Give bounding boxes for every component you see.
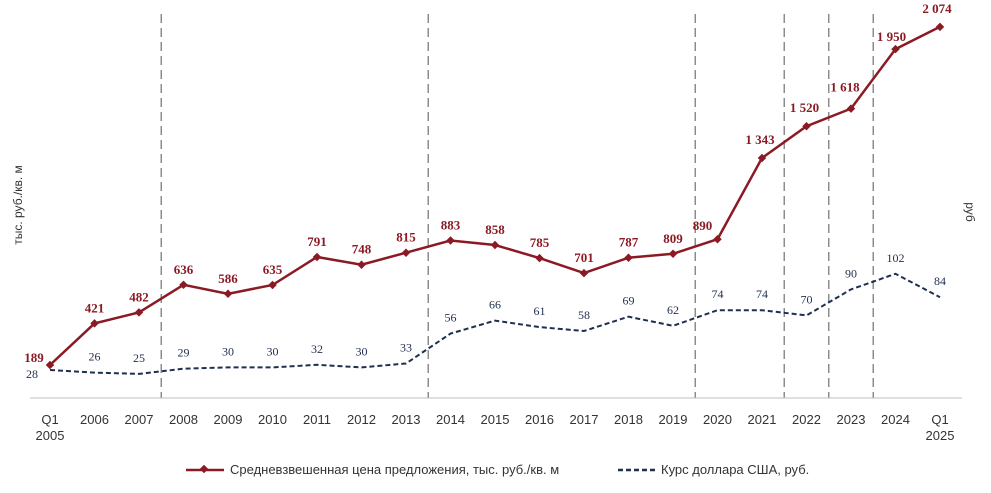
usd-rate-series: 28 26 25 29 30 30 32 30 33 56 66 61 58 69 62 74 74 70 90 10… xyxy=(26,251,946,381)
y-axis-label-right: руб xyxy=(963,202,977,222)
price-label-20: 2 074 xyxy=(922,1,952,16)
usd-label-16: 74 xyxy=(756,287,768,301)
usd-label-18: 90 xyxy=(845,266,857,280)
price-marker-17 xyxy=(802,121,811,131)
y-axis-label-left: тыс. руб./кв. м xyxy=(11,165,25,245)
price-marker-3 xyxy=(179,280,188,290)
price-label-16: 1 343 xyxy=(745,132,775,147)
price-marker-1 xyxy=(90,319,99,328)
x-tick-q1-2005: Q1 2005 xyxy=(36,412,65,443)
price-label-2: 482 xyxy=(129,289,149,304)
usd-label-6: 32 xyxy=(311,342,323,356)
price-label-0: 189 xyxy=(24,350,44,365)
x-tick-2012: 2012 xyxy=(347,412,376,427)
price-label-10: 858 xyxy=(485,222,505,237)
price-marker-4 xyxy=(223,289,233,299)
usd-label-12: 58 xyxy=(578,308,590,322)
usd-label-13: 69 xyxy=(623,294,635,308)
usd-label-11: 61 xyxy=(534,304,546,318)
price-label-18: 1 618 xyxy=(830,80,860,95)
price-label-15: 890 xyxy=(693,218,713,233)
x-tick-q1-2025: Q1 2025 xyxy=(926,412,955,443)
usd-label-0: 28 xyxy=(26,367,38,381)
usd-label-15: 74 xyxy=(712,287,724,301)
usd-label-9: 56 xyxy=(445,311,457,325)
price-label-6: 791 xyxy=(307,234,327,249)
price-label-7: 748 xyxy=(352,242,372,257)
usd-label-17: 70 xyxy=(801,292,813,306)
x-tick-2019: 2019 xyxy=(659,412,688,427)
x-tick-2008: 2008 xyxy=(169,412,198,427)
price-marker-10 xyxy=(490,240,500,250)
period-dividers xyxy=(160,14,874,398)
price-marker-20 xyxy=(935,22,945,32)
x-tick-2022: 2022 xyxy=(792,412,821,427)
price-label-12: 701 xyxy=(574,250,594,265)
price-marker-7 xyxy=(357,260,366,269)
price-marker-15 xyxy=(713,234,722,244)
price-marker-13 xyxy=(624,253,633,262)
usd-label-10: 66 xyxy=(489,298,501,312)
x-tick-2010: 2010 xyxy=(258,412,287,427)
usd-label-14: 62 xyxy=(667,303,679,317)
price-label-11: 785 xyxy=(530,235,550,250)
usd-rate-line xyxy=(49,272,941,375)
x-tick-2006: 2006 xyxy=(80,412,109,427)
usd-label-1: 26 xyxy=(89,350,101,364)
x-tick-2021: 2021 xyxy=(748,412,777,427)
price-label-5: 635 xyxy=(263,262,283,277)
price-label-4: 586 xyxy=(218,271,238,286)
price-label-8: 815 xyxy=(396,230,416,245)
price-label-19: 1 950 xyxy=(877,29,906,44)
legend: Средневзвешенная цена предложения, тыс. … xyxy=(186,462,809,477)
x-tick-labels: Q1 2005 2006 2007 2008 2009 2010 2011 2012 2013 20… xyxy=(36,412,955,443)
usd-label-20: 84 xyxy=(934,274,946,288)
legend-price-marker xyxy=(199,464,209,474)
x-tick-2013: 2013 xyxy=(392,412,421,427)
x-tick-2014: 2014 xyxy=(436,412,465,427)
x-tick-2016: 2016 xyxy=(525,412,554,427)
usd-label-5: 30 xyxy=(267,344,279,358)
x-tick-2018: 2018 xyxy=(614,412,643,427)
x-tick-2009: 2009 xyxy=(214,412,243,427)
x-tick-2015: 2015 xyxy=(481,412,510,427)
price-marker-12 xyxy=(579,268,589,278)
price-label-17: 1 520 xyxy=(790,100,819,115)
x-tick-2017: 2017 xyxy=(570,412,599,427)
price-marker-14 xyxy=(668,249,678,259)
legend-usd-label: Курс доллара США, руб. xyxy=(661,462,809,477)
x-tick-2023: 2023 xyxy=(837,412,866,427)
price-label-14: 809 xyxy=(663,231,683,246)
usd-label-19: 102 xyxy=(887,251,905,265)
price-marker-9 xyxy=(446,236,455,245)
price-label-13: 787 xyxy=(619,235,639,250)
price-marker-18 xyxy=(846,104,856,113)
price-line xyxy=(49,25,941,366)
usd-label-3: 29 xyxy=(178,346,190,360)
x-tick-2011: 2011 xyxy=(303,412,331,427)
usd-label-7: 30 xyxy=(356,344,368,358)
price-marker-6 xyxy=(312,252,322,262)
x-tick-2024: 2024 xyxy=(881,412,910,427)
x-tick-2020: 2020 xyxy=(703,412,732,427)
x-tick-2007: 2007 xyxy=(125,412,154,427)
price-series: 189 421 482 636 586 635 791 748 815 883 858 785 701 7… xyxy=(24,1,952,370)
legend-price-label: Средневзвешенная цена предложения, тыс. … xyxy=(230,462,559,477)
price-label-1: 421 xyxy=(85,300,105,315)
usd-label-4: 30 xyxy=(222,344,234,358)
usd-label-8: 33 xyxy=(400,341,412,355)
price-label-9: 883 xyxy=(441,217,461,232)
price-marker-0 xyxy=(45,360,55,370)
price-marker-2 xyxy=(134,308,144,317)
usd-label-2: 25 xyxy=(133,351,145,365)
price-marker-11 xyxy=(535,253,544,263)
price-marker-8 xyxy=(401,248,411,257)
price-label-3: 636 xyxy=(174,262,194,277)
